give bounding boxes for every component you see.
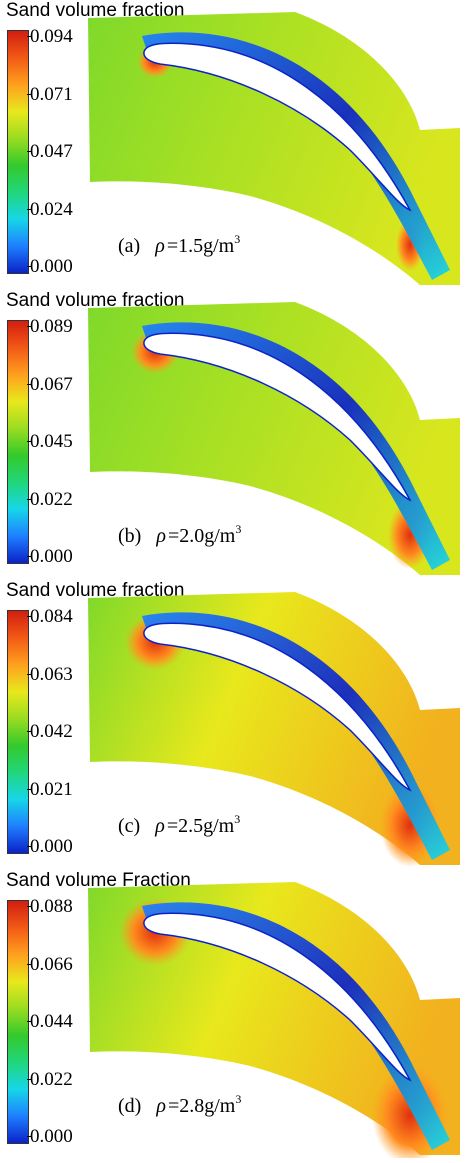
unit-exponent: 3 — [234, 232, 241, 246]
colorbar-tick-mark — [27, 36, 32, 37]
flow-domain — [88, 302, 460, 575]
colorbar-tick-label: 0.045 — [30, 431, 73, 452]
colorbar-tick-label: 0.022 — [30, 488, 73, 510]
unit-exponent: 3 — [235, 1092, 242, 1106]
colorbar-title: Sand volume fraction — [6, 580, 185, 601]
colorbar-tick-label: 0.066 — [30, 953, 73, 975]
density-value: =2.5g/m — [166, 815, 235, 837]
colorbar-tick-mark — [27, 441, 32, 442]
colorbar-tick-label: 0.000 — [30, 836, 73, 857]
density-symbol: ρ — [156, 1095, 166, 1117]
density-value: =2.8g/m — [167, 1095, 236, 1117]
colorbar-tick-label: 0.024 — [30, 198, 73, 220]
colorbar-title: Sand volume fraction — [6, 0, 185, 21]
colorbar-tick-label: 0.084 — [30, 606, 73, 627]
blade-airfoil — [143, 332, 412, 502]
colorbar-tick-mark — [27, 151, 32, 152]
colorbar-tick-mark — [27, 906, 32, 907]
density-value: =1.5g/m — [166, 235, 235, 257]
colorbar-tick-label: 0.022 — [30, 1068, 73, 1090]
colorbar-tick-label: 0.000 — [30, 546, 73, 567]
colorbar-tick-mark — [27, 673, 32, 675]
colorbar-tick-mark — [27, 383, 32, 385]
colorbar-tick-label: 0.063 — [30, 663, 73, 685]
flow-domain — [88, 12, 460, 285]
contour-panel: Sand volume fraction 0.084 0.063 0.042 0.021… — [0, 580, 475, 868]
colorbar-tick-mark — [27, 731, 32, 732]
unit-exponent: 3 — [235, 522, 242, 536]
colorbar-tick-mark — [27, 1021, 32, 1022]
colorbar-tick-mark — [27, 326, 32, 327]
colorbar-tick-mark — [27, 266, 32, 267]
density-value: =2.0g/m — [167, 525, 236, 547]
colorbar-tick-mark — [27, 498, 32, 500]
colorbar-title: Sand volume Fraction — [6, 870, 191, 891]
sand-fraction-contour — [88, 302, 460, 575]
colorbar — [7, 30, 29, 274]
density-symbol: ρ — [155, 235, 165, 257]
unit-exponent: 3 — [234, 812, 241, 826]
colorbar-tick-label: 0.067 — [30, 373, 73, 395]
caption-letter: (a) — [118, 235, 141, 257]
sand-fraction-contour — [88, 592, 460, 867]
flow-domain — [88, 592, 460, 865]
colorbar-tick-mark — [27, 1136, 32, 1137]
colorbar-tick-label: 0.094 — [30, 26, 73, 47]
colorbar-tick-mark — [27, 788, 32, 790]
colorbar-tick-label: 0.021 — [30, 778, 73, 800]
panel-caption: (a) ρ =1.5g/m3 — [118, 232, 240, 258]
panel-caption: (d) ρ =2.8g/m3 — [118, 1092, 241, 1118]
colorbar-tick-label: 0.044 — [30, 1011, 73, 1032]
caption-letter: (d) — [118, 1095, 142, 1117]
blade-airfoil — [143, 622, 412, 792]
sand-fraction-contour — [88, 12, 460, 285]
colorbar-tick-label: 0.000 — [30, 256, 73, 277]
colorbar-tick-mark — [27, 1078, 32, 1080]
contour-panel: Sand volume Fraction 0.088 0.066 0.044 0.022… — [0, 870, 475, 1158]
density-symbol: ρ — [156, 525, 166, 547]
contour-panel: Sand volume fraction 0.094 0.071 0.047 0.024… — [0, 0, 475, 288]
contour-panel: Sand volume fraction 0.089 0.067 0.045 0.022… — [0, 290, 475, 578]
blade-airfoil — [143, 912, 412, 1082]
sand-fraction-contour — [88, 882, 460, 1158]
colorbar-tick-label: 0.088 — [30, 896, 73, 917]
colorbar-tick-mark — [27, 963, 32, 965]
colorbar-tick-label: 0.047 — [30, 141, 73, 162]
colorbar — [7, 320, 29, 564]
colorbar-tick-label: 0.000 — [30, 1126, 73, 1147]
density-symbol: ρ — [155, 815, 165, 837]
colorbar-tick-label: 0.089 — [30, 316, 73, 337]
colorbar — [7, 610, 29, 854]
panel-caption: (b) ρ =2.0g/m3 — [118, 522, 241, 548]
colorbar-tick-mark — [27, 93, 32, 95]
colorbar — [7, 900, 29, 1144]
colorbar-tick-label: 0.042 — [30, 721, 73, 742]
colorbar-tick-mark — [27, 208, 32, 210]
colorbar-title: Sand volume fraction — [6, 290, 185, 311]
caption-letter: (b) — [118, 525, 142, 547]
blade-airfoil — [143, 42, 412, 212]
colorbar-tick-label: 0.071 — [30, 83, 73, 105]
colorbar-tick-mark — [27, 616, 32, 617]
colorbar-tick-mark — [27, 556, 32, 557]
caption-letter: (c) — [118, 815, 141, 837]
panel-caption: (c) ρ =2.5g/m3 — [118, 812, 240, 838]
colorbar-tick-mark — [27, 846, 32, 847]
